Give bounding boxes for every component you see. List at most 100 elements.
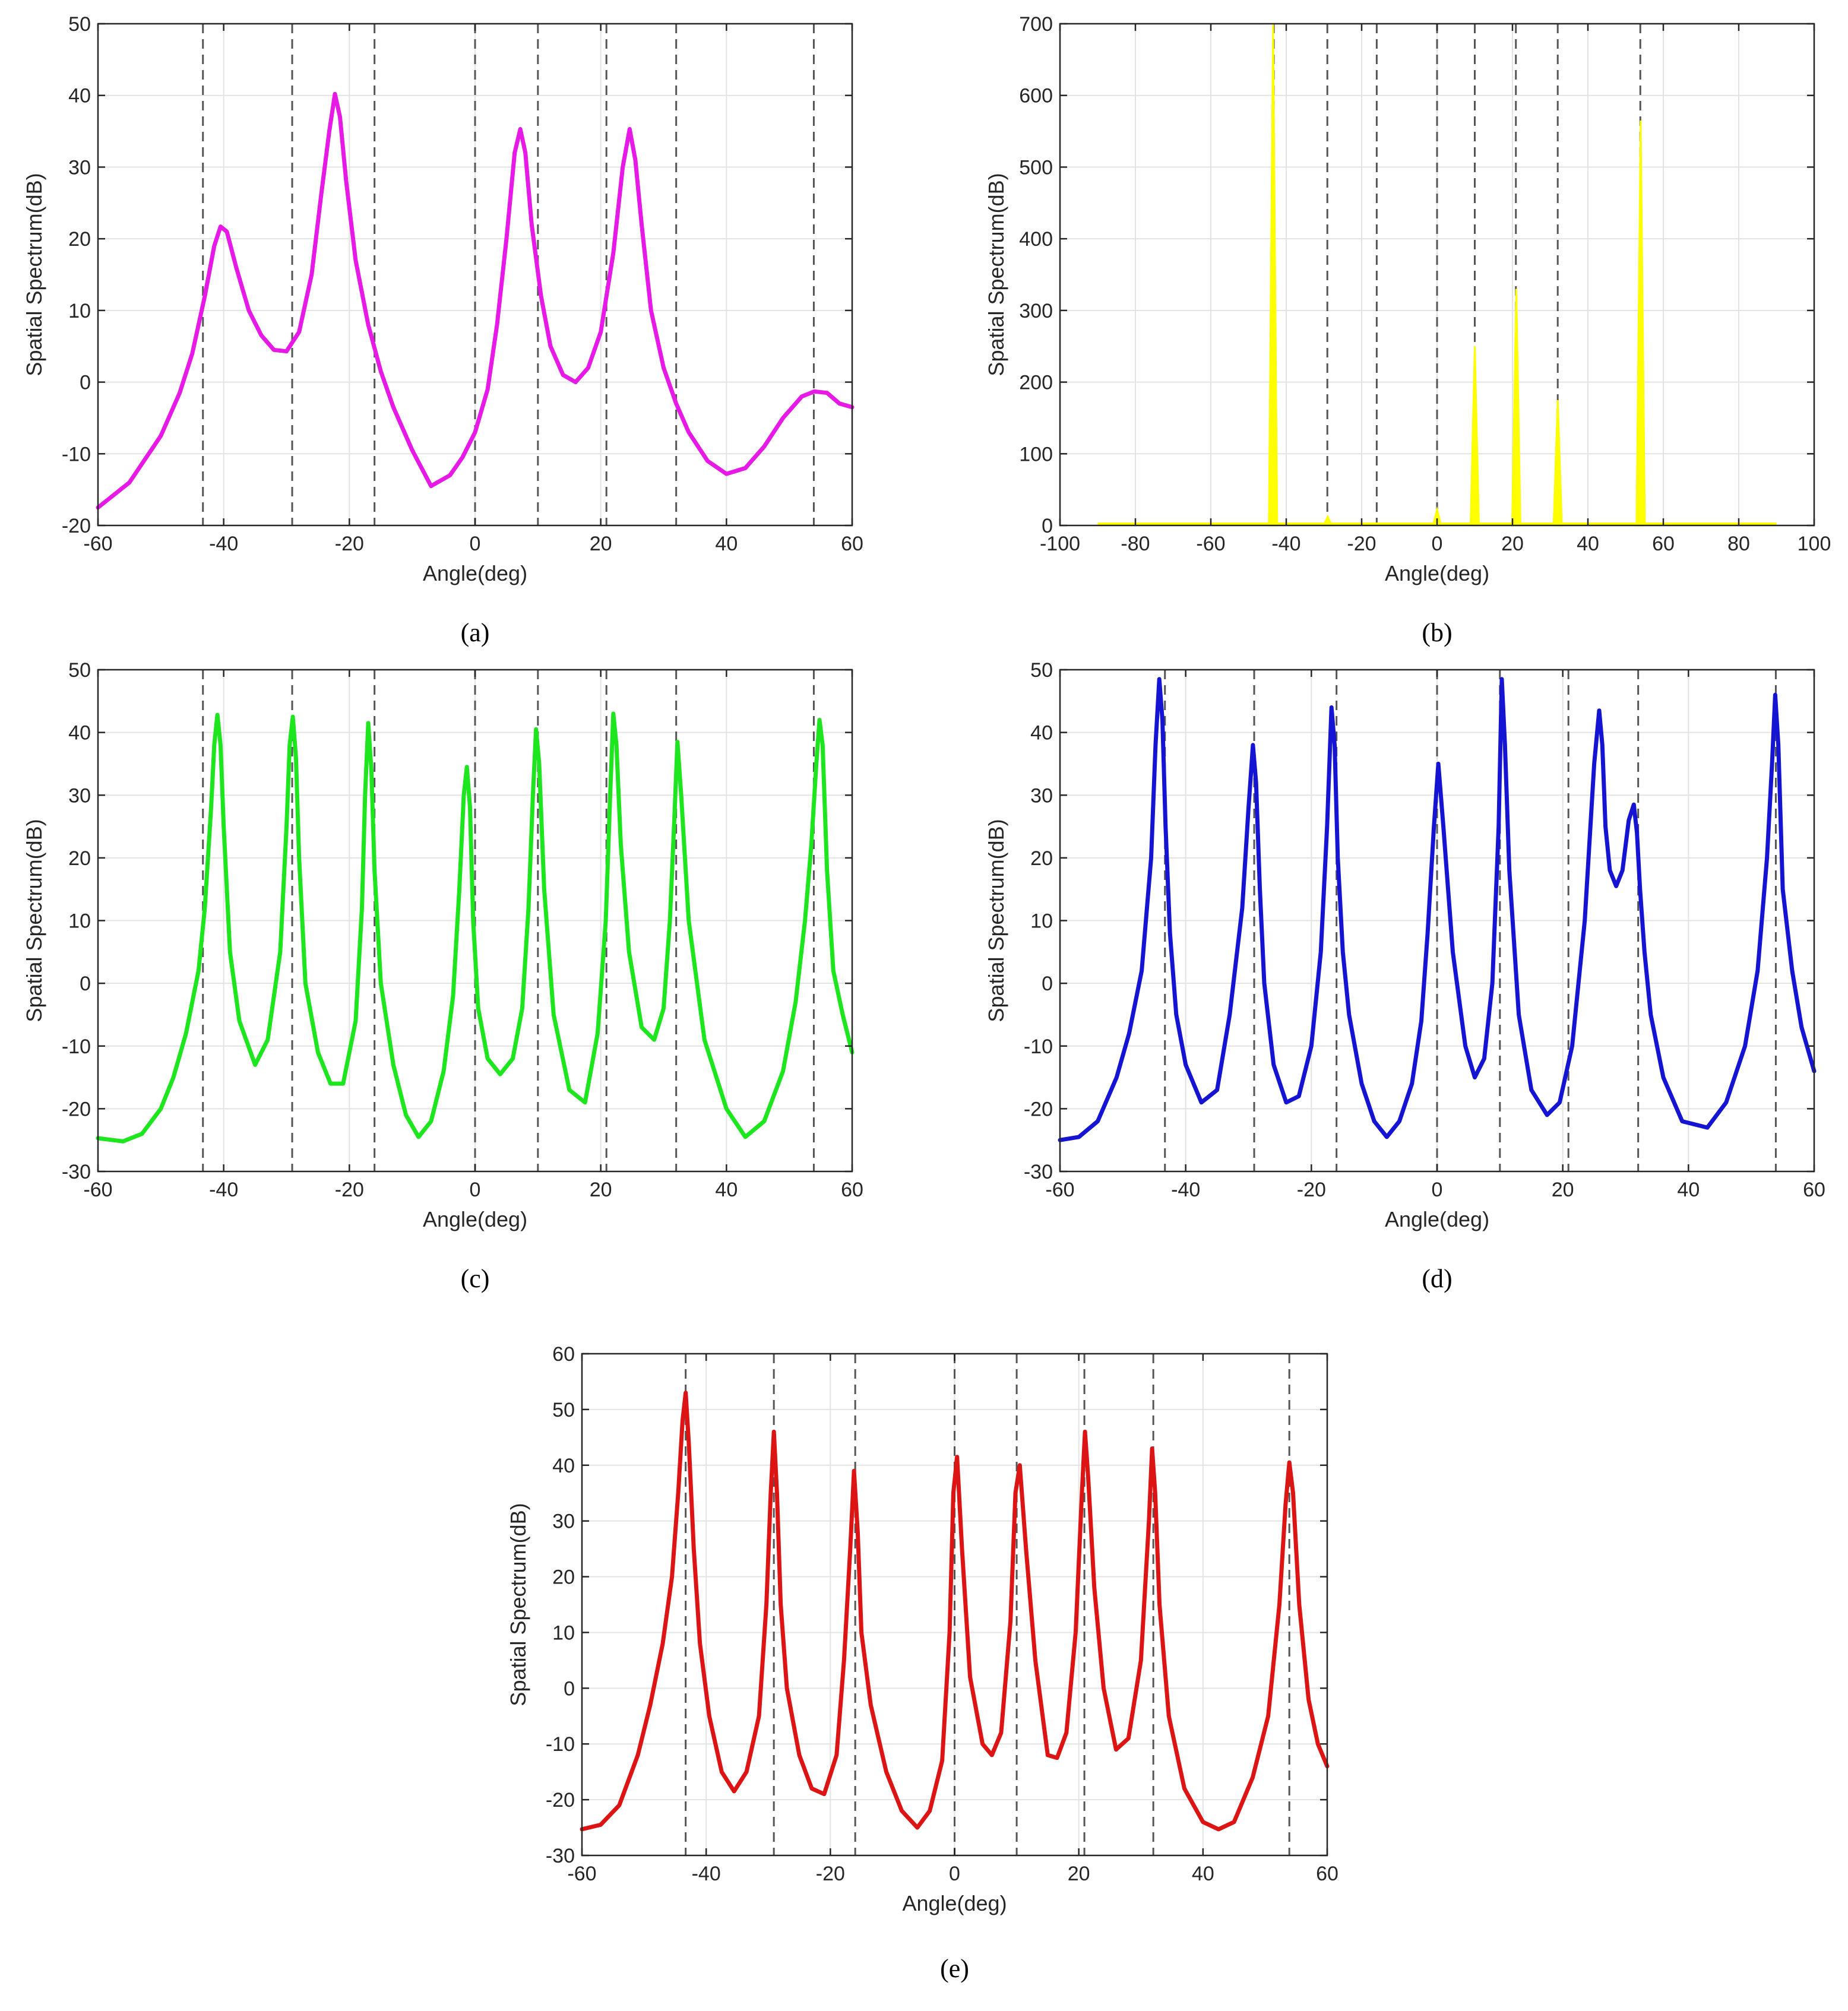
y-tick-label: 20 <box>1030 847 1053 870</box>
x-tick-label: 0 <box>949 1863 960 1885</box>
y-axis-label: Spatial Spectrum(dB) <box>984 173 1008 376</box>
x-tick-label: 0 <box>1432 533 1443 555</box>
x-tick-label: -20 <box>1297 1179 1326 1201</box>
x-tick-label: -20 <box>816 1863 845 1885</box>
y-tick-label: 20 <box>552 1566 575 1589</box>
x-tick-label: -40 <box>1171 1179 1200 1201</box>
x-tick-label: 0 <box>1432 1179 1443 1201</box>
series-line <box>1058 677 1817 1142</box>
x-tick-label: 40 <box>715 533 738 555</box>
x-tick-label: 40 <box>1577 533 1599 555</box>
panel-e: -60 -40 -20 0 20 40 60 -30 -20 -10 0 10 20 30 40 50 60 A… <box>506 1343 1338 1983</box>
x-tick-label: -40 <box>1271 533 1300 555</box>
y-tick-label: 30 <box>1030 784 1053 807</box>
y-tick-label: 40 <box>552 1455 575 1477</box>
y-tick-label: 10 <box>68 300 91 322</box>
y-tick-label: -10 <box>62 443 91 465</box>
y-tick-label: 60 <box>552 1343 575 1366</box>
y-tick-label: -10 <box>546 1733 575 1756</box>
y-tick-label: -20 <box>62 515 91 537</box>
panel-c: -60 -40 -20 0 20 40 60 -30 -20 -10 0 10 20 30 40 50 Ang… <box>22 659 863 1293</box>
y-axis-label: Spatial Spectrum(dB) <box>22 819 46 1022</box>
series-line <box>96 91 855 510</box>
x-tick-label: -40 <box>209 533 238 555</box>
y-tick-label: 40 <box>68 85 91 107</box>
y-tick-label: -20 <box>546 1789 575 1812</box>
y-axis-label: Spatial Spectrum(dB) <box>984 819 1008 1022</box>
y-tick-label: 500 <box>1019 156 1053 179</box>
x-tick-label: 60 <box>1316 1863 1338 1885</box>
x-tick-label: -40 <box>209 1179 238 1201</box>
x-tick-label: 20 <box>1068 1863 1090 1885</box>
y-tick-label: 50 <box>68 13 91 36</box>
x-tick-label: -60 <box>1045 1179 1074 1201</box>
series-line <box>580 1391 1330 1832</box>
x-tick-label: 40 <box>715 1179 738 1201</box>
y-tick-label: 10 <box>1030 910 1053 933</box>
y-tick-label: 0 <box>1042 515 1053 537</box>
y-tick-label: 50 <box>68 659 91 682</box>
y-tick-label: 40 <box>1030 722 1053 745</box>
x-tick-label: -20 <box>1347 533 1376 555</box>
y-axis-label: Spatial Spectrum(dB) <box>22 173 46 376</box>
panel-caption: (b) <box>1422 618 1452 647</box>
y-tick-label: 0 <box>1042 973 1053 995</box>
x-tick-label: 40 <box>1192 1863 1214 1885</box>
x-axis-label: Angle(deg) <box>1385 561 1489 585</box>
panel-b: -100 -80 -60 -40 -20 0 20 40 60 80 100 0 100 200 300 40… <box>984 13 1831 647</box>
y-tick-label: -30 <box>546 1845 575 1867</box>
y-tick-label: 200 <box>1019 372 1053 394</box>
y-tick-label: -30 <box>1024 1161 1053 1183</box>
x-tick-label: 60 <box>841 533 863 555</box>
y-tick-label: 100 <box>1019 443 1053 465</box>
y-tick-label: 10 <box>68 910 91 933</box>
x-tick-label: 20 <box>1552 1179 1574 1201</box>
y-tick-label: 40 <box>68 722 91 745</box>
y-axis-label: Spatial Spectrum(dB) <box>506 1503 530 1706</box>
x-tick-label: 20 <box>1501 533 1524 555</box>
y-tick-label: 20 <box>68 847 91 870</box>
y-tick-label: -10 <box>62 1035 91 1058</box>
y-tick-label: -20 <box>1024 1098 1053 1120</box>
x-tick-label: -60 <box>83 533 112 555</box>
panel-caption: (a) <box>461 618 490 647</box>
y-tick-label: 30 <box>68 784 91 807</box>
y-tick-label: 10 <box>552 1622 575 1644</box>
x-tick-label: 100 <box>1798 533 1831 555</box>
x-axis-label: Angle(deg) <box>423 1207 527 1231</box>
x-tick-label: 60 <box>841 1179 863 1201</box>
x-tick-label: 60 <box>1803 1179 1825 1201</box>
y-tick-label: 50 <box>1030 659 1053 682</box>
y-tick-label: 30 <box>552 1510 575 1533</box>
x-tick-label: -60 <box>567 1863 596 1885</box>
y-tick-label: 400 <box>1019 228 1053 251</box>
panel-a: -60 -40 -20 0 20 40 60 -20 -10 0 10 20 30 40 50 Angle(… <box>22 13 863 647</box>
y-tick-label: 700 <box>1019 13 1053 36</box>
x-tick-label: 40 <box>1677 1179 1700 1201</box>
x-tick-label: -80 <box>1121 533 1150 555</box>
x-tick-label: 80 <box>1727 533 1750 555</box>
panel-caption: (e) <box>940 1954 969 1983</box>
y-tick-label: 0 <box>80 973 91 995</box>
y-tick-label: -20 <box>62 1098 91 1120</box>
y-tick-label: 50 <box>552 1399 575 1421</box>
x-tick-label: -20 <box>335 1179 364 1201</box>
x-axis-label: Angle(deg) <box>1385 1207 1489 1231</box>
panel-d: -60 -40 -20 0 20 40 60 -30 -20 -10 0 10 20 30 40 50 Ang… <box>984 659 1825 1293</box>
x-axis-label: Angle(deg) <box>902 1891 1007 1915</box>
x-tick-label: -40 <box>692 1863 721 1885</box>
x-axis-label: Angle(deg) <box>423 561 527 585</box>
x-tick-label: 20 <box>590 533 612 555</box>
x-tick-label: 20 <box>590 1179 612 1201</box>
y-tick-label: 0 <box>564 1677 575 1700</box>
y-tick-label: 300 <box>1019 300 1053 322</box>
series-line <box>96 711 855 1144</box>
y-tick-label: 30 <box>68 156 91 179</box>
x-tick-label: -60 <box>1196 533 1225 555</box>
x-tick-label: 60 <box>1652 533 1675 555</box>
x-tick-label: 0 <box>470 533 481 555</box>
x-tick-label: 0 <box>470 1179 481 1201</box>
y-tick-label: -30 <box>62 1161 91 1183</box>
y-tick-label: 0 <box>80 372 91 394</box>
